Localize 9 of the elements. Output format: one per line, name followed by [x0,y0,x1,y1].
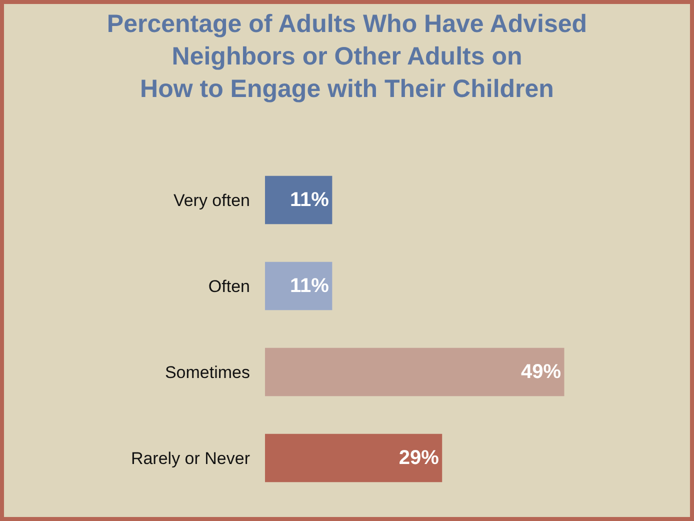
data-label: 49% [521,361,562,383]
data-label: 11% [290,275,330,297]
chart-title: Percentage of Adults Who Have Advised Neighbors or Other Adults on How to Engage with Their Children [106,10,588,104]
data-label: 11% [290,189,330,211]
data-label: 29% [398,447,440,469]
y-tick-label: Very often [173,190,250,210]
y-tick-label: Sometimes [164,362,250,382]
y-tick-label: Rarely or Never [130,448,250,468]
y-tick-label: Often [208,276,250,296]
